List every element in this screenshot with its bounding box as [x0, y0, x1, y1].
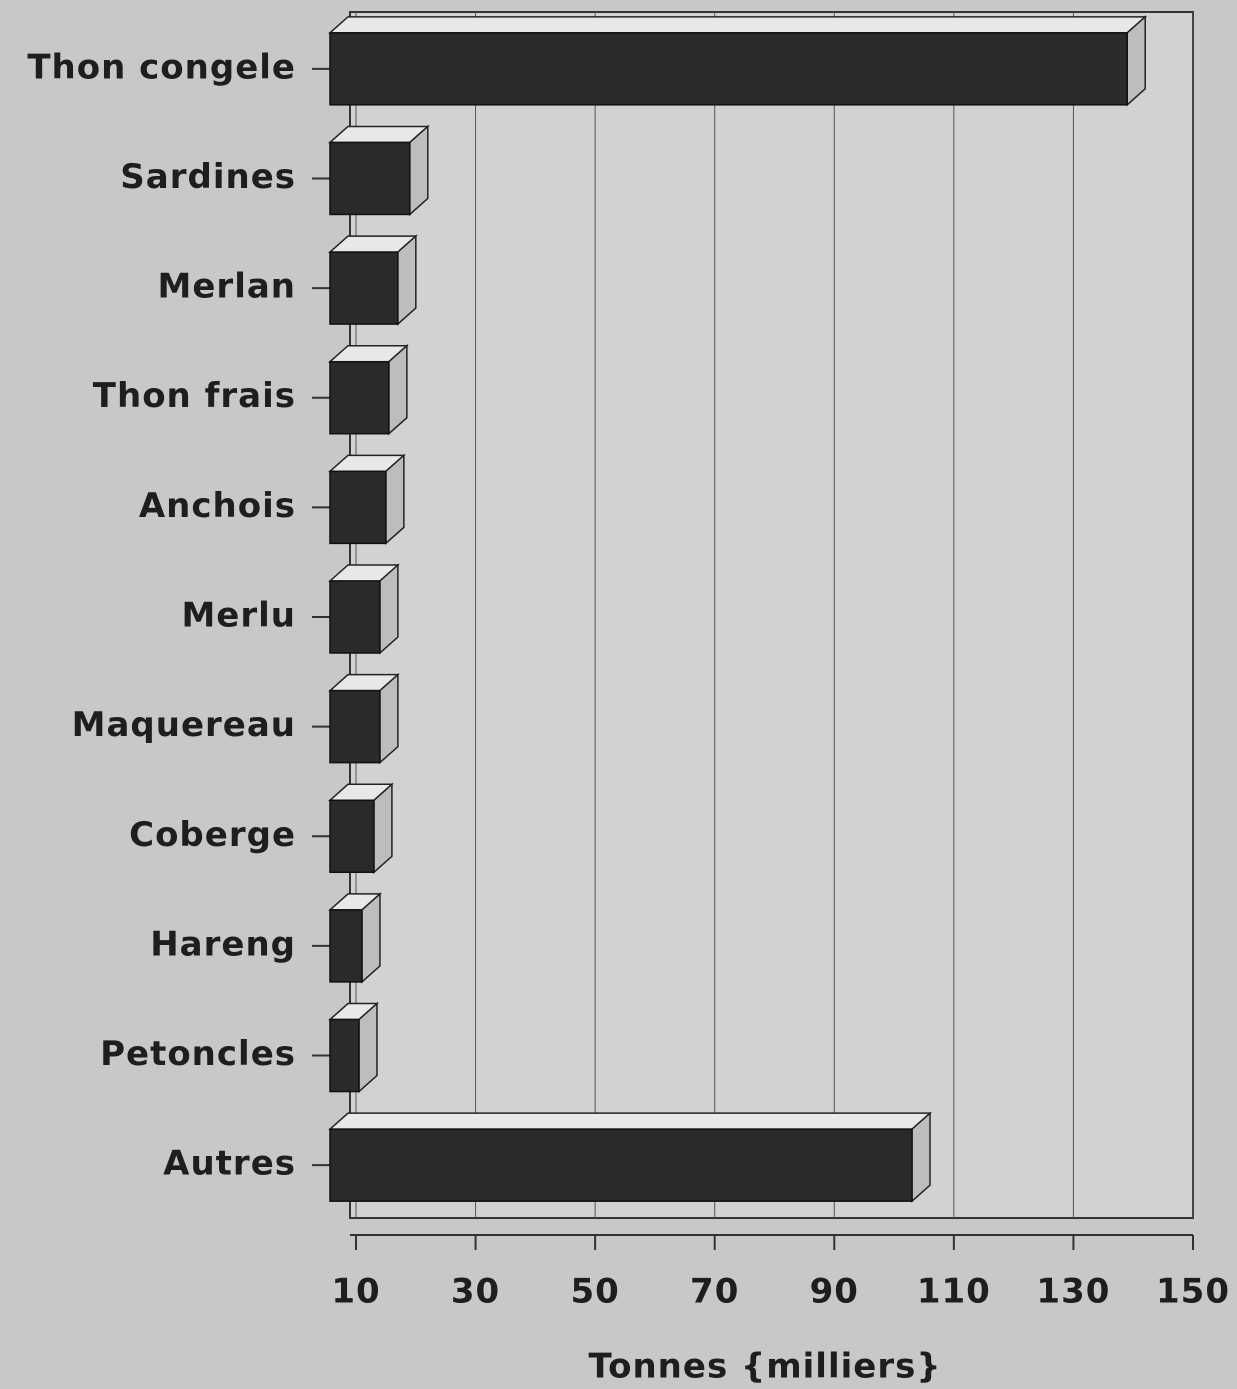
x-tick-label: 130 [1036, 1272, 1110, 1312]
bar [329, 580, 381, 654]
bar-side [361, 892, 381, 984]
x-axis-label: Tonnes {milliers} [588, 1347, 941, 1387]
y-tick-label: Hareng [150, 924, 296, 964]
y-tick-label: Merlan [158, 267, 296, 307]
y-tick-label: Coberge [129, 815, 296, 855]
y-tick-label: Merlu [181, 596, 296, 636]
y-tick-label: Maquereau [72, 705, 296, 745]
y-tick-label: Petoncles [100, 1034, 296, 1074]
x-tick-label: 30 [451, 1272, 500, 1312]
bar-side [358, 1001, 378, 1094]
bar [329, 1128, 913, 1202]
y-tick-label: Autres [163, 1144, 296, 1184]
y-tick-label: Anchois [139, 486, 296, 526]
bar-side [911, 1111, 931, 1203]
bar [329, 799, 375, 874]
x-tick-label: 10 [331, 1272, 380, 1312]
x-tick-label: 50 [570, 1272, 619, 1312]
plot-frame [349, 11, 1194, 1219]
x-tick-label: 150 [1156, 1272, 1230, 1312]
bar-side [385, 453, 405, 546]
x-tick-label: 90 [810, 1272, 859, 1312]
y-tick-label: Sardines [120, 157, 296, 197]
bar-side [1126, 15, 1146, 107]
bar-side [409, 124, 429, 217]
bar-side [397, 234, 417, 326]
bar [329, 141, 411, 216]
bar [329, 251, 399, 325]
bar-top [328, 1112, 932, 1130]
y-tick-label: Thon congele [27, 47, 296, 87]
bar [329, 32, 1128, 106]
bar [329, 470, 387, 545]
bar-side [379, 672, 399, 765]
x-tick-label: 110 [917, 1272, 991, 1312]
y-tick-label: Thon frais [93, 376, 296, 416]
bar-side [379, 563, 399, 655]
bar-side [388, 344, 408, 436]
bar-side [373, 782, 393, 874]
bar [329, 360, 390, 435]
x-tick-label: 70 [690, 1272, 739, 1312]
bar [329, 689, 381, 764]
bar-top [328, 16, 1148, 34]
bar [329, 1018, 360, 1093]
bar [329, 909, 363, 983]
